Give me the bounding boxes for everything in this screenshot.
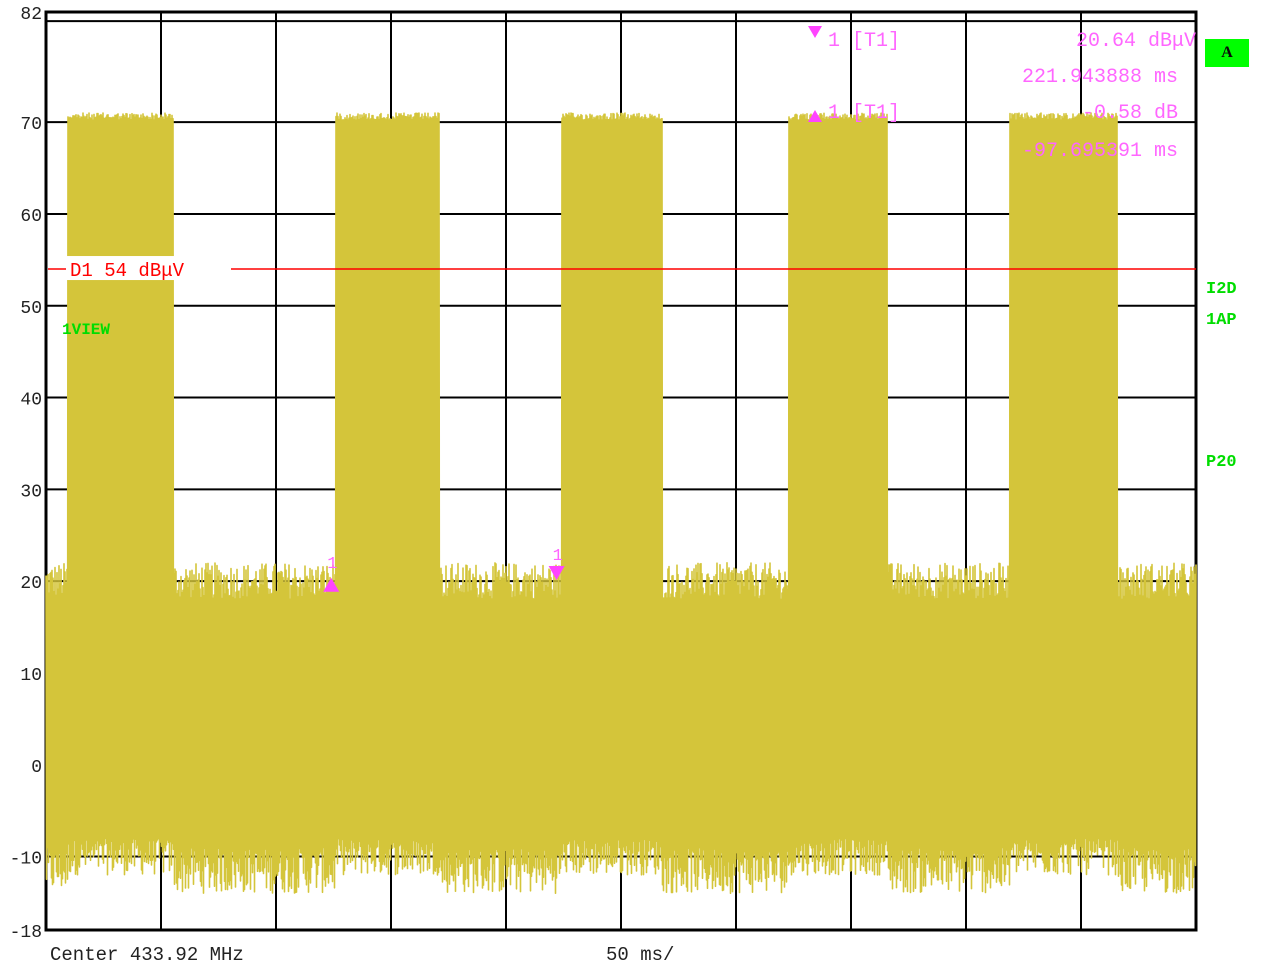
y-tick-label: 60 <box>20 207 42 227</box>
side-label-1ap: 1AP <box>1206 311 1237 330</box>
display-line-label-bg <box>66 256 231 281</box>
center-frequency: Center 433.92 MHz <box>50 944 244 966</box>
readout-line4-value: -97.695391 ms <box>1022 140 1178 163</box>
y-tick-label: 70 <box>20 115 42 135</box>
y-tick-label: 40 <box>20 391 42 411</box>
readout-marker-down-icon <box>808 26 822 38</box>
trace-layer <box>45 112 1197 894</box>
y-tick-label: 10 <box>20 666 42 686</box>
trace-tag: 1VIEW <box>62 321 110 339</box>
marker-number: 1 <box>327 555 337 574</box>
side-label-p20: P20 <box>1206 453 1237 472</box>
trace-line <box>45 112 1197 894</box>
y-tick-label: 0 <box>31 758 42 778</box>
y-tick-label: 50 <box>20 299 42 319</box>
display-line-label: D1 54 dBμV <box>70 260 185 282</box>
y-tick-label: 20 <box>20 574 42 594</box>
y-tick-label: -18 <box>10 923 42 943</box>
readout-line3-label: 1 [T1] <box>828 102 900 125</box>
y-tick-label: -10 <box>10 850 42 870</box>
side-label-i2d: I2D <box>1206 280 1237 299</box>
readout-marker-up-icon <box>808 110 822 122</box>
y-tick-labels: 82 70 60 50 40 30 20 10 0 -10 -18 <box>10 5 42 943</box>
y-tick-label: 30 <box>20 482 42 502</box>
overlay: D1 54 dBμV 1VIEW 1 1 1 [T1] 20.64 dBμV 221.943… <box>48 26 1196 592</box>
sweep-span: 50 ms/ <box>606 944 675 966</box>
marker-number: 1 <box>553 547 563 566</box>
y-tick-label: 82 <box>20 5 42 25</box>
marker-triangle <box>323 577 340 592</box>
readout-line2-value: 221.943888 ms <box>1022 66 1178 89</box>
marker-triangle <box>548 565 565 580</box>
screen-a-badge: A <box>1205 39 1249 67</box>
readout-line1-label: 1 [T1] <box>828 30 900 53</box>
readout-line1-value: 20.64 dBμV <box>1076 30 1196 53</box>
readout-line3-value: -0.58 dB <box>1082 102 1178 125</box>
